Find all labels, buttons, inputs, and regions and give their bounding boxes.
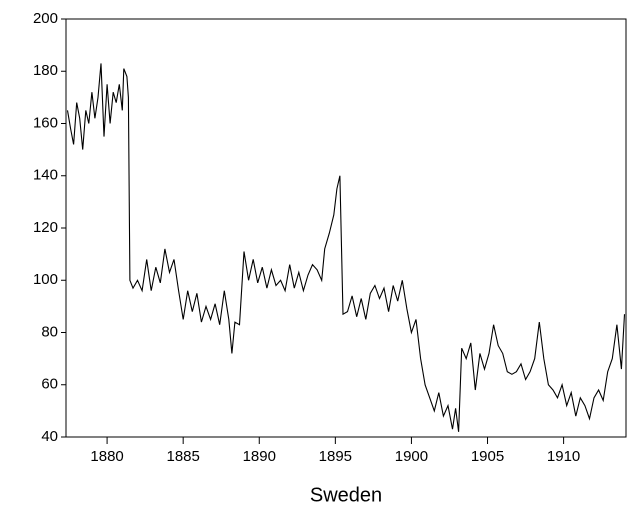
y-tick-label: 200 <box>33 10 58 27</box>
y-tick-label: 60 <box>41 376 58 393</box>
series-line <box>66 63 626 432</box>
y-tick-label: 40 <box>41 428 58 445</box>
y-tick-label: 100 <box>33 271 58 288</box>
x-tick-label: 1895 <box>319 448 352 465</box>
y-tick-label: 120 <box>33 219 58 236</box>
y-tick-label: 160 <box>33 114 58 131</box>
y-tick-label: 140 <box>33 167 58 184</box>
x-tick-label: 1905 <box>471 448 504 465</box>
x-tick-label: 1890 <box>243 448 276 465</box>
y-tick-label: 80 <box>41 323 58 340</box>
y-tick-label: 180 <box>33 62 58 79</box>
x-tick-label: 1910 <box>547 448 580 465</box>
x-tick-label: 1880 <box>90 448 123 465</box>
x-tick-label: 1900 <box>395 448 428 465</box>
x-tick-label: 1885 <box>166 448 199 465</box>
chart-title: Sweden <box>310 484 382 506</box>
plot-frame <box>65 18 627 438</box>
